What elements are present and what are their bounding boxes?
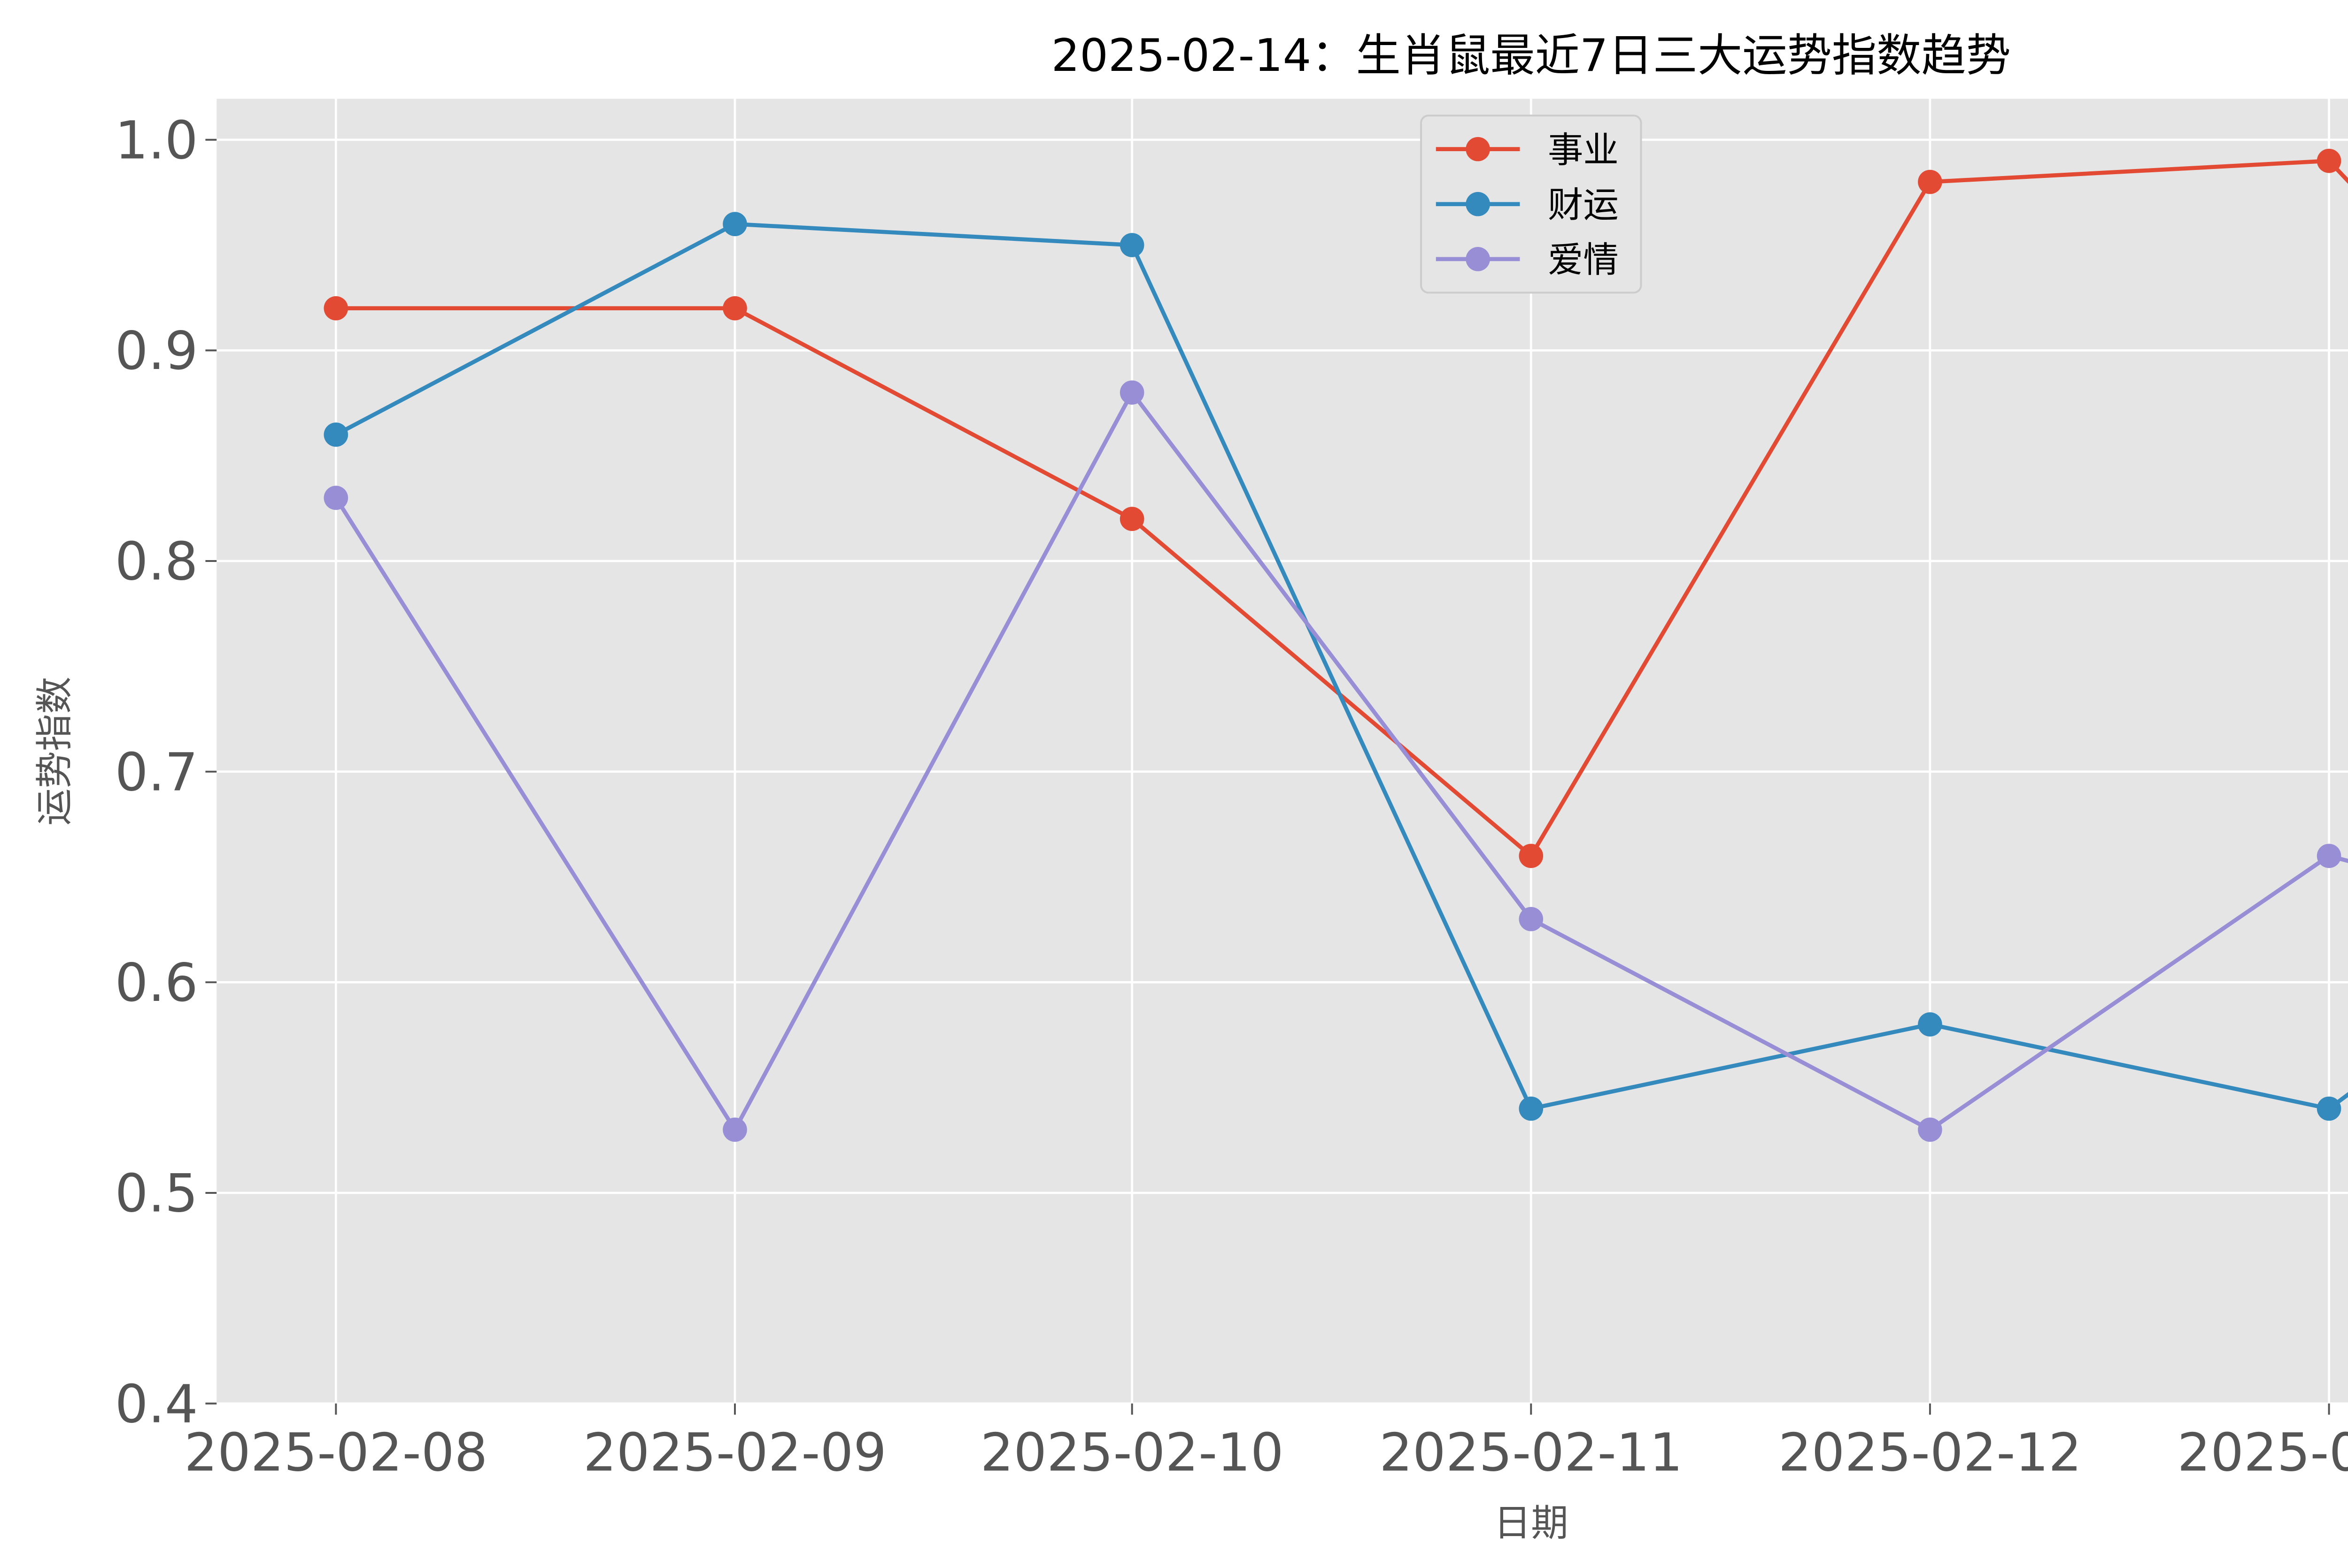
data-point-marker <box>723 1117 747 1142</box>
y-tick-label: 1.0 <box>115 110 198 171</box>
data-point-marker <box>2317 844 2341 868</box>
data-point-marker <box>1519 844 1544 868</box>
x-axis: 2025-02-08 2025-02-09 2025-02-10 2025-02-11… <box>184 1403 2348 1483</box>
y-axis: 0.4 0.5 0.6 0.7 0.8 0.9 1.0 <box>115 110 217 1435</box>
y-tick-label: 0.7 <box>115 742 198 803</box>
y-tick-label: 0.9 <box>115 321 198 382</box>
legend-marker-icon <box>1466 137 1490 161</box>
x-tick-label: 2025-02-09 <box>583 1423 887 1483</box>
data-point-marker <box>1120 233 1144 257</box>
chart-title: 2025-02-14：生肖鼠最近7日三大运势指数趋势 <box>1051 30 2011 82</box>
data-point-marker <box>1519 907 1544 931</box>
data-point-marker <box>2317 1096 2341 1121</box>
data-point-marker <box>723 296 747 321</box>
x-tick-label: 2025-02-13 <box>2178 1423 2348 1483</box>
data-point-marker <box>1120 507 1144 531</box>
data-point-marker <box>1120 380 1144 405</box>
series-2 <box>324 380 2348 1142</box>
legend-label: 事业 <box>1548 129 1619 170</box>
series-group <box>324 148 2348 1142</box>
data-point-marker <box>1918 169 1942 194</box>
legend-marker-icon <box>1466 192 1490 216</box>
series-1 <box>324 212 2348 1121</box>
data-point-marker <box>1519 1096 1544 1121</box>
x-axis-label: 日期 <box>1494 1501 1568 1545</box>
data-point-marker <box>324 485 348 510</box>
y-tick-label: 0.4 <box>115 1374 198 1435</box>
y-axis-label: 运势指数 <box>33 676 77 826</box>
plot-area <box>216 99 2348 1404</box>
series-0 <box>324 148 2348 868</box>
y-tick-label: 0.6 <box>115 953 198 1014</box>
y-tick-label: 0.5 <box>115 1164 198 1224</box>
x-tick-label: 2025-02-08 <box>184 1423 487 1483</box>
x-tick-label: 2025-02-11 <box>1379 1423 1683 1483</box>
grid-lines <box>216 99 2348 1405</box>
legend-label: 财运 <box>1548 184 1619 226</box>
data-point-marker <box>1918 1012 1942 1037</box>
y-tick-label: 0.8 <box>115 532 198 592</box>
data-point-marker <box>324 423 348 447</box>
legend-marker-icon <box>1466 247 1490 271</box>
legend-label: 爱情 <box>1548 239 1619 281</box>
data-point-marker <box>324 296 348 321</box>
x-tick-label: 2025-02-12 <box>1778 1423 2082 1483</box>
x-tick-label: 2025-02-10 <box>981 1423 1284 1483</box>
data-point-marker <box>1918 1117 1942 1142</box>
data-point-marker <box>723 212 747 237</box>
data-point-marker <box>2317 148 2341 173</box>
